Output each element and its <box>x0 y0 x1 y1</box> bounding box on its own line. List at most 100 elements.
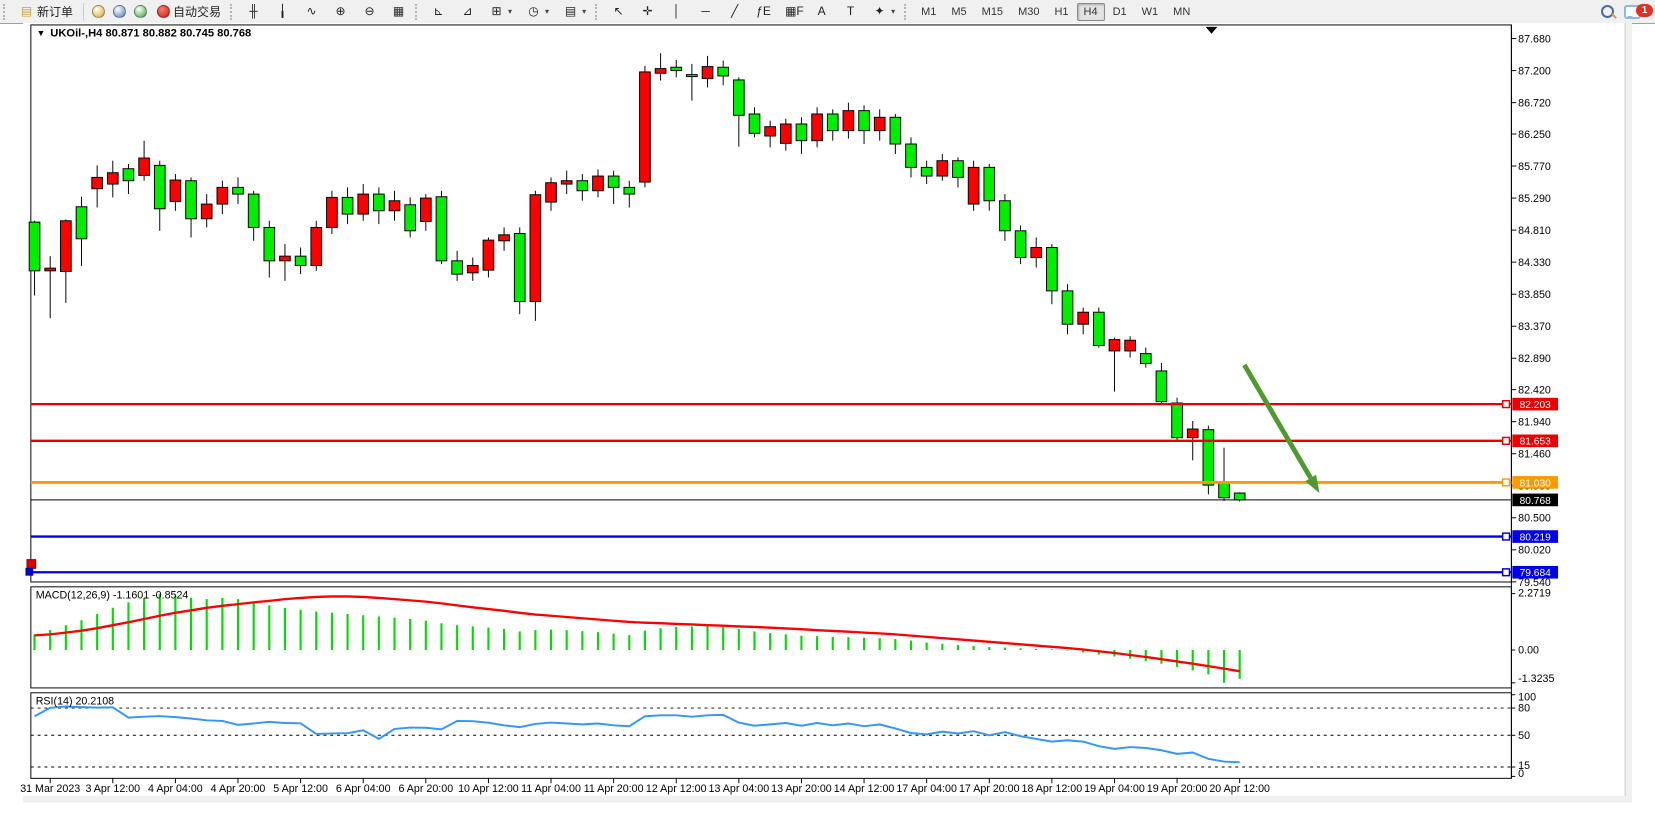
trendline-button[interactable]: ╱ <box>721 1 748 22</box>
level-endpoint-handle[interactable] <box>1501 532 1511 541</box>
candle <box>1014 230 1027 258</box>
price-badge <box>1512 434 1559 448</box>
add-indicator-icon: ⊞ <box>491 4 502 18</box>
symbols-icon[interactable] <box>92 5 106 18</box>
time-axis-label: 17 Apr 04:00 <box>896 783 957 795</box>
trend-arrow-head[interactable] <box>1305 474 1320 494</box>
profile-charts-button[interactable]: ⊾ <box>425 1 452 22</box>
line-chart-button[interactable]: ∿ <box>298 1 325 22</box>
zoom-out-button[interactable]: ⊖ <box>356 1 383 22</box>
time-axis-label: 3 Apr 12:00 <box>85 783 140 795</box>
time-axis-label: 17 Apr 20:00 <box>959 783 1020 795</box>
timeframe-m1-button[interactable]: M1 <box>921 5 937 18</box>
signals-icon[interactable] <box>134 5 148 18</box>
candle <box>576 180 589 192</box>
timeframe-h1-button[interactable]: H1 <box>1054 5 1069 18</box>
crosshair-button[interactable]: ✛ <box>634 1 661 22</box>
cursor-button[interactable]: ↖ <box>605 1 632 22</box>
horizontal-line-icon: ─ <box>701 4 710 18</box>
candle <box>373 193 385 212</box>
candle <box>310 226 323 266</box>
candle <box>247 193 260 228</box>
text-button[interactable]: A <box>808 1 835 22</box>
vertical-line-button[interactable]: │ <box>663 1 690 22</box>
text-label-icon: T <box>846 4 855 18</box>
vertical-line-icon: │ <box>672 4 681 18</box>
timeframe-m5-button[interactable]: M5 <box>951 5 967 18</box>
candle <box>138 157 150 176</box>
candle <box>44 267 57 272</box>
candle <box>560 180 573 185</box>
candle <box>654 68 667 74</box>
auto-trading-button[interactable]: 自动交易 <box>151 0 227 23</box>
level-endpoint-handle[interactable] <box>1501 436 1511 445</box>
text-label-button[interactable]: T <box>837 1 864 22</box>
timeframe-h4-button[interactable]: H4 <box>1076 2 1105 21</box>
add-indicator-button[interactable]: ⊞ ▾ <box>483 1 518 22</box>
candle <box>1046 246 1058 292</box>
chart-icon-group: ╫ ╽ ∿ ⊕ ⊖ ▦ <box>240 1 412 22</box>
timeframe-d1-button[interactable]: D1 <box>1112 5 1127 18</box>
candle <box>889 116 902 145</box>
candle <box>764 126 776 137</box>
toolbar-grip[interactable] <box>904 3 911 20</box>
dropdown-arrow-icon[interactable]: ▾ <box>891 7 896 16</box>
fibonacci-button[interactable]: ƒE <box>750 1 777 22</box>
level-endpoint-handle[interactable] <box>1501 568 1511 577</box>
dropdown-arrow-icon[interactable]: ▾ <box>545 7 550 16</box>
rsi-axis-label: 50 <box>1518 730 1530 742</box>
timeframe-w1-button[interactable]: W1 <box>1141 5 1159 18</box>
object-handle-red[interactable] <box>26 559 37 569</box>
periods-clock-button[interactable]: ◷ ▾ <box>520 1 555 22</box>
market-watch-icon[interactable] <box>113 5 127 18</box>
timeframe-m30-button[interactable]: M30 <box>1018 5 1040 18</box>
fibo-grid-button[interactable]: ▦F <box>779 1 806 22</box>
candle <box>639 71 651 183</box>
price-axis-label: 81.940 <box>1518 417 1551 429</box>
candlestick-chart-button[interactable]: ╽ <box>269 1 296 22</box>
toolbar-grip[interactable] <box>415 3 422 20</box>
new-order-button[interactable]: ▤ 新订单 <box>13 0 79 23</box>
level-endpoint-handle[interactable] <box>1501 478 1511 487</box>
rsi-axis-label: 15 <box>1518 760 1530 772</box>
price-badge <box>1512 530 1559 543</box>
chart-collapse-icon[interactable]: ▼ <box>37 28 46 38</box>
candle <box>936 160 949 177</box>
timeframe-mn-button[interactable]: MN <box>1173 5 1191 18</box>
dropdown-arrow-icon[interactable]: ▾ <box>508 7 513 16</box>
indicator-window-icon: ⊿ <box>462 4 473 18</box>
toolbar-grip[interactable] <box>595 3 602 20</box>
candle <box>592 175 604 192</box>
level-endpoint-handle[interactable] <box>1501 399 1511 409</box>
price-axis-label: 83.370 <box>1518 321 1551 333</box>
horizontal-line-button[interactable]: ─ <box>692 1 719 22</box>
search-icon[interactable] <box>1601 5 1614 18</box>
trend-arrow-line[interactable] <box>1242 363 1313 480</box>
candle <box>826 113 839 132</box>
timeframe-m15-button[interactable]: M15 <box>981 5 1004 18</box>
candle <box>1092 311 1105 347</box>
toolbar-grip[interactable] <box>230 3 237 20</box>
candle <box>545 182 557 203</box>
price-axis-label: 82.420 <box>1518 385 1551 397</box>
arrows-tool-button[interactable]: ✦ ▾ <box>866 1 901 22</box>
tile-windows-icon: ▦ <box>392 4 405 18</box>
tile-windows-button[interactable]: ▦ <box>385 1 412 22</box>
text-icon: A <box>817 4 826 18</box>
indicator-window-button[interactable]: ⊿ <box>454 1 481 22</box>
candle <box>1155 370 1168 403</box>
notification-badge[interactable]: 1 <box>1636 3 1653 17</box>
toolbar-grip[interactable] <box>3 3 10 20</box>
bar-chart-icon: ╫ <box>249 4 258 18</box>
time-axis-label: 19 Apr 20:00 <box>1147 783 1208 795</box>
price-axis-label: 80.020 <box>1518 545 1551 557</box>
object-anchor-marker[interactable] <box>1205 26 1218 34</box>
chart-template-button[interactable]: ▤ ▾ <box>557 1 592 22</box>
bar-chart-button[interactable]: ╫ <box>240 1 267 22</box>
price-axis-label: 87.200 <box>1518 65 1551 77</box>
candle <box>357 193 370 215</box>
dropdown-arrow-icon[interactable]: ▾ <box>582 7 587 16</box>
zoom-in-button[interactable]: ⊕ <box>327 1 354 22</box>
new-order-label: 新订单 <box>37 5 74 19</box>
object-handle-blue[interactable] <box>25 567 34 576</box>
